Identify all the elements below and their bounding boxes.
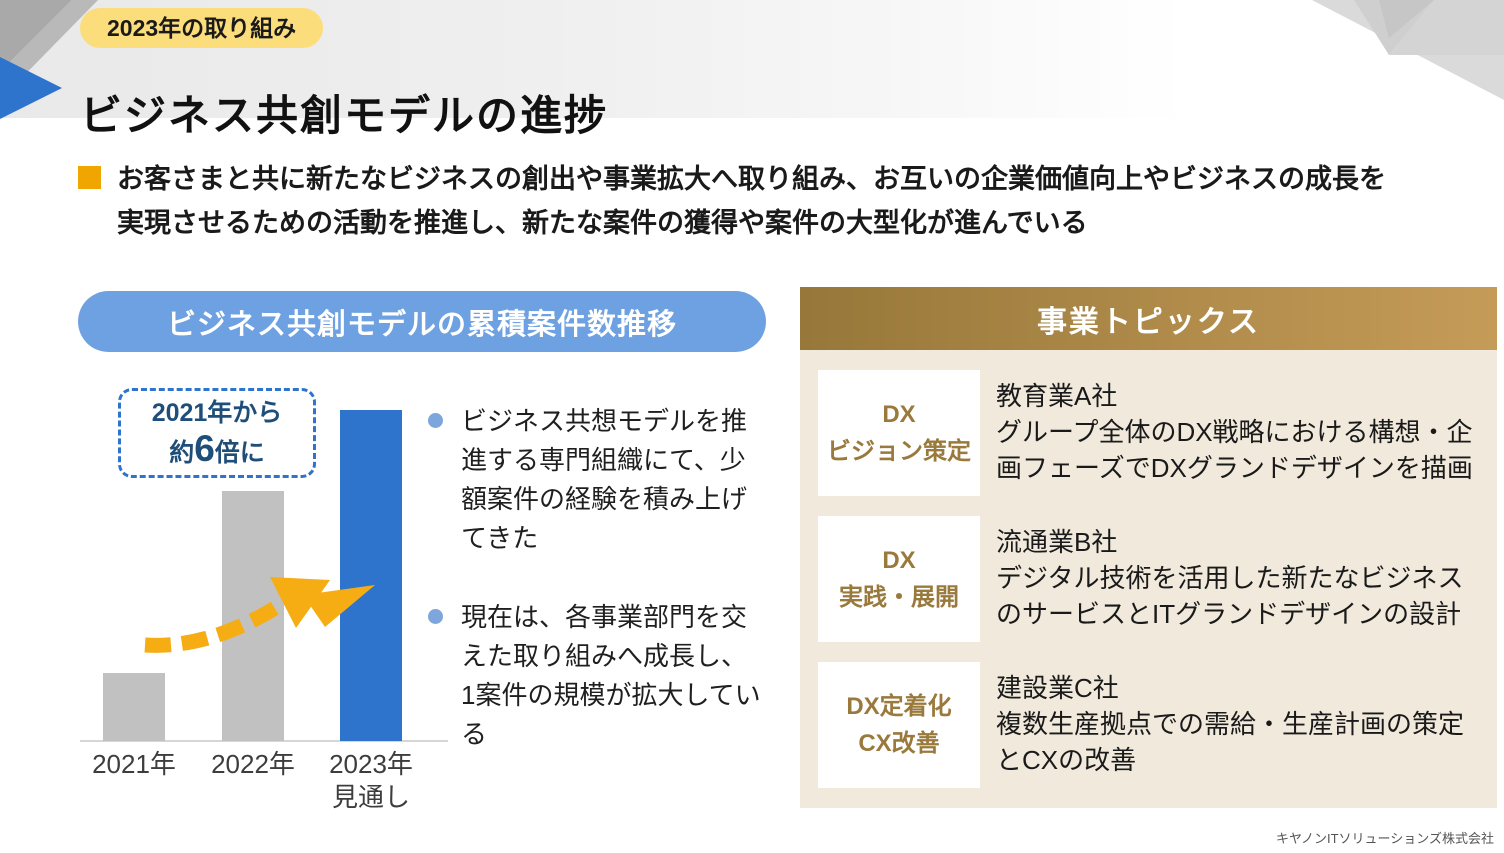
x-tick-sublabel: 見通し (331, 781, 410, 812)
chart-notes-list: ビジネス共想モデルを推進する専門組織にて、少額案件の経験を積み上げてきた 現在は… (428, 402, 788, 794)
x-tick-label: 2021年 (92, 749, 176, 779)
title-pointer-icon (0, 57, 62, 119)
callout-suffix: 倍に (214, 438, 265, 467)
growth-callout: 2021年から 約6倍に (118, 388, 316, 478)
callout-line1: 2021年から (151, 399, 283, 427)
topic-row-dx-practice: DX 実践・展開 流通業B社 デジタル技術を活用した新たなビジネスのサービスとI… (818, 516, 1479, 642)
topic-company: 建設業C社 (996, 673, 1119, 704)
topic-description: グループ全体のDX戦略における構想・企画フェーズでDXグランドデザインを描画 (996, 417, 1473, 483)
topics-panel: DX ビジョン策定 教育業A社 グループ全体のDX戦略における構想・企画フェーズ… (800, 350, 1497, 808)
x-tick-2023: 2023年 見通し (301, 748, 441, 813)
topic-label-line1: DX (882, 400, 916, 428)
topic-row-dx-vision: DX ビジョン策定 教育業A社 グループ全体のDX戦略における構想・企画フェーズ… (818, 370, 1479, 496)
corner-decoration-top-right (1312, 0, 1504, 100)
topics-section-header: 事業トピックス (800, 287, 1497, 350)
list-item: 現在は、各事業部門を交えた取り組みへ成長し、1案件の規模が拡大している (428, 598, 788, 754)
dot-bullet-icon (428, 609, 443, 624)
topic-label: DX ビジョン策定 (818, 370, 980, 496)
chart-section-header: ビジネス共創モデルの累積案件数推移 (78, 291, 766, 352)
x-tick-2021: 2021年 (64, 748, 204, 781)
bar-2021 (103, 673, 165, 741)
topic-row-dx-cx: DX定着化 CX改善 建設業C社 複数生産拠点での需給・生産計画の策定とCXの改… (818, 662, 1479, 788)
page-title: ビジネス共創モデルの進捗 (80, 92, 609, 140)
growth-arrow-icon (144, 577, 375, 653)
callout-multiplier: 6 (194, 427, 215, 469)
topic-label-line1: DX (882, 546, 916, 574)
year-badge: 2023年の取り組み (80, 8, 324, 48)
x-axis-line (80, 740, 448, 742)
cumulative-cases-bar-chart: 2021年 2022年 2023年 見通し 2021年から 約6倍に (80, 380, 460, 812)
square-bullet-icon (78, 166, 101, 189)
topic-company: 流通業B社 (996, 527, 1118, 558)
topic-body: 建設業C社 複数生産拠点での需給・生産計画の策定とCXの改善 (996, 662, 1481, 788)
topic-label: DX定着化 CX改善 (818, 662, 980, 788)
note-text: 現在は、各事業部門を交えた取り組みへ成長し、1案件の規模が拡大している (461, 602, 761, 749)
company-credit: キヤノンITソリューションズ株式会社 (1276, 831, 1494, 846)
x-tick-2022: 2022年 (183, 748, 323, 781)
lead-text: お客さまと共に新たなビジネスの創出や事業拡大へ取り組み、お互いの企業価値向上やビ… (117, 164, 1386, 238)
topic-company: 教育業A社 (996, 381, 1118, 412)
topic-label-line2: ビジョン策定 (827, 438, 971, 465)
lead-paragraph: お客さまと共に新たなビジネスの創出や事業拡大へ取り組み、お互いの企業価値向上やビ… (78, 158, 1402, 245)
list-item: ビジネス共想モデルを推進する専門組織にて、少額案件の経験を積み上げてきた (428, 402, 788, 558)
x-tick-label: 2022年 (211, 749, 295, 779)
callout-line2: 約6倍に (169, 430, 265, 470)
topic-label-line2: 実践・展開 (839, 584, 959, 611)
dot-bullet-icon (428, 413, 443, 428)
callout-prefix: 約 (169, 438, 195, 467)
corner-decoration-top-left (0, 0, 98, 119)
note-text: ビジネス共想モデルを推進する専門組織にて、少額案件の経験を積み上げてきた (461, 406, 748, 553)
x-tick-label: 2023年 (329, 749, 413, 779)
topic-body: 教育業A社 グループ全体のDX戦略における構想・企画フェーズでDXグランドデザイ… (996, 370, 1481, 496)
topic-label-line1: DX定着化 (846, 692, 952, 720)
topic-label: DX 実践・展開 (818, 516, 980, 642)
bar-2023-forecast (340, 410, 402, 741)
topic-description: デジタル技術を活用した新たなビジネスのサービスとITグランドデザインの設計 (996, 563, 1464, 629)
topic-label-line2: CX改善 (858, 730, 940, 757)
topic-description: 複数生産拠点での需給・生産計画の策定とCXの改善 (996, 709, 1465, 775)
topic-body: 流通業B社 デジタル技術を活用した新たなビジネスのサービスとITグランドデザイン… (996, 516, 1481, 642)
